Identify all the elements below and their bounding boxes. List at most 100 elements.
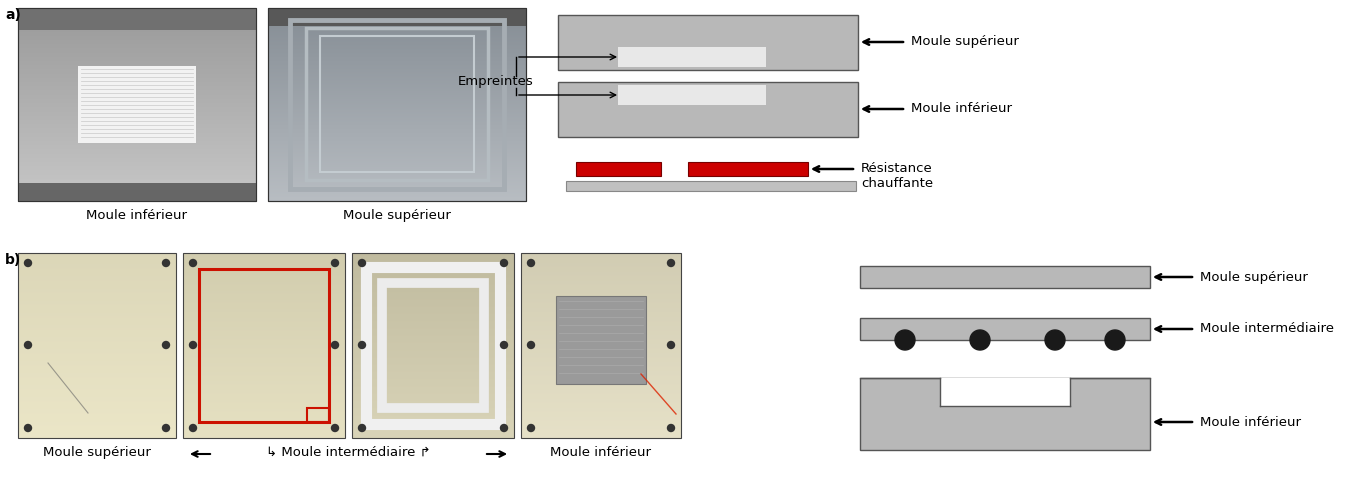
Bar — [353, 380, 514, 381]
Bar — [182, 300, 344, 301]
Bar — [18, 174, 257, 175]
Bar — [268, 115, 525, 116]
Bar — [268, 67, 525, 68]
Bar — [18, 33, 257, 34]
Bar — [353, 398, 514, 399]
Bar — [268, 38, 525, 39]
Bar — [182, 349, 344, 350]
Bar — [521, 436, 681, 437]
Bar — [268, 33, 525, 34]
Bar — [18, 64, 257, 65]
Bar — [521, 374, 681, 375]
Bar — [268, 198, 525, 199]
Bar — [521, 294, 681, 295]
Bar — [182, 337, 344, 338]
Bar — [521, 405, 681, 406]
Bar — [18, 75, 257, 76]
Bar — [353, 416, 514, 417]
Bar — [268, 137, 525, 138]
Bar — [18, 376, 176, 377]
Bar — [18, 15, 257, 16]
Bar — [268, 94, 525, 95]
Bar — [268, 193, 525, 194]
Bar — [182, 391, 344, 392]
Bar — [182, 402, 344, 403]
Bar — [353, 322, 514, 323]
Bar — [353, 276, 514, 277]
Bar — [268, 156, 525, 157]
Bar — [18, 368, 176, 369]
Bar — [521, 396, 681, 397]
Bar — [353, 256, 514, 257]
Bar — [268, 148, 525, 149]
Bar — [268, 103, 525, 104]
Bar — [353, 261, 514, 262]
Bar — [268, 70, 525, 71]
Bar — [18, 195, 257, 196]
Bar — [353, 315, 514, 316]
Bar — [18, 274, 176, 275]
Bar — [353, 417, 514, 418]
Bar — [182, 379, 344, 380]
Bar — [18, 330, 176, 331]
Bar — [521, 410, 681, 411]
Bar — [521, 371, 681, 372]
Bar — [268, 69, 525, 70]
Bar — [18, 196, 257, 197]
Bar — [521, 313, 681, 314]
Bar — [18, 262, 176, 263]
Bar — [18, 46, 257, 47]
Bar — [353, 374, 514, 375]
Bar — [353, 357, 514, 358]
Bar — [18, 436, 176, 437]
Bar — [353, 379, 514, 380]
Bar — [182, 333, 344, 334]
Circle shape — [25, 425, 32, 432]
Bar — [18, 431, 176, 432]
Bar — [353, 414, 514, 415]
Bar — [18, 128, 257, 129]
Bar — [182, 436, 344, 437]
Bar — [18, 428, 176, 429]
Bar — [353, 253, 514, 438]
Bar — [182, 346, 344, 347]
Bar — [268, 161, 525, 162]
Bar — [353, 305, 514, 306]
Bar — [182, 312, 344, 313]
Bar — [268, 18, 525, 19]
Bar — [18, 127, 257, 128]
Bar — [18, 27, 257, 28]
Bar — [521, 369, 681, 370]
Bar — [182, 325, 344, 326]
Bar — [18, 8, 257, 201]
Bar — [353, 396, 514, 397]
Bar — [182, 432, 344, 433]
Bar — [182, 331, 344, 332]
Bar — [18, 44, 257, 45]
Bar — [182, 358, 344, 359]
Bar — [268, 195, 525, 196]
Bar — [521, 271, 681, 272]
Bar — [268, 53, 525, 54]
Bar — [182, 336, 344, 337]
Bar — [268, 20, 525, 21]
Bar — [521, 401, 681, 402]
Bar — [182, 364, 344, 365]
Bar — [18, 310, 176, 311]
Bar — [521, 367, 681, 368]
Bar — [521, 333, 681, 334]
Bar — [353, 408, 514, 409]
Bar — [18, 341, 176, 342]
Bar — [18, 40, 257, 41]
Bar — [18, 312, 176, 313]
Bar — [182, 259, 344, 260]
Bar — [18, 93, 257, 94]
Bar — [521, 389, 681, 390]
Bar — [353, 429, 514, 430]
Bar — [268, 63, 525, 64]
Bar — [268, 152, 525, 153]
Bar — [18, 105, 257, 106]
Bar — [268, 27, 525, 28]
Bar — [353, 293, 514, 294]
Bar — [18, 132, 257, 133]
